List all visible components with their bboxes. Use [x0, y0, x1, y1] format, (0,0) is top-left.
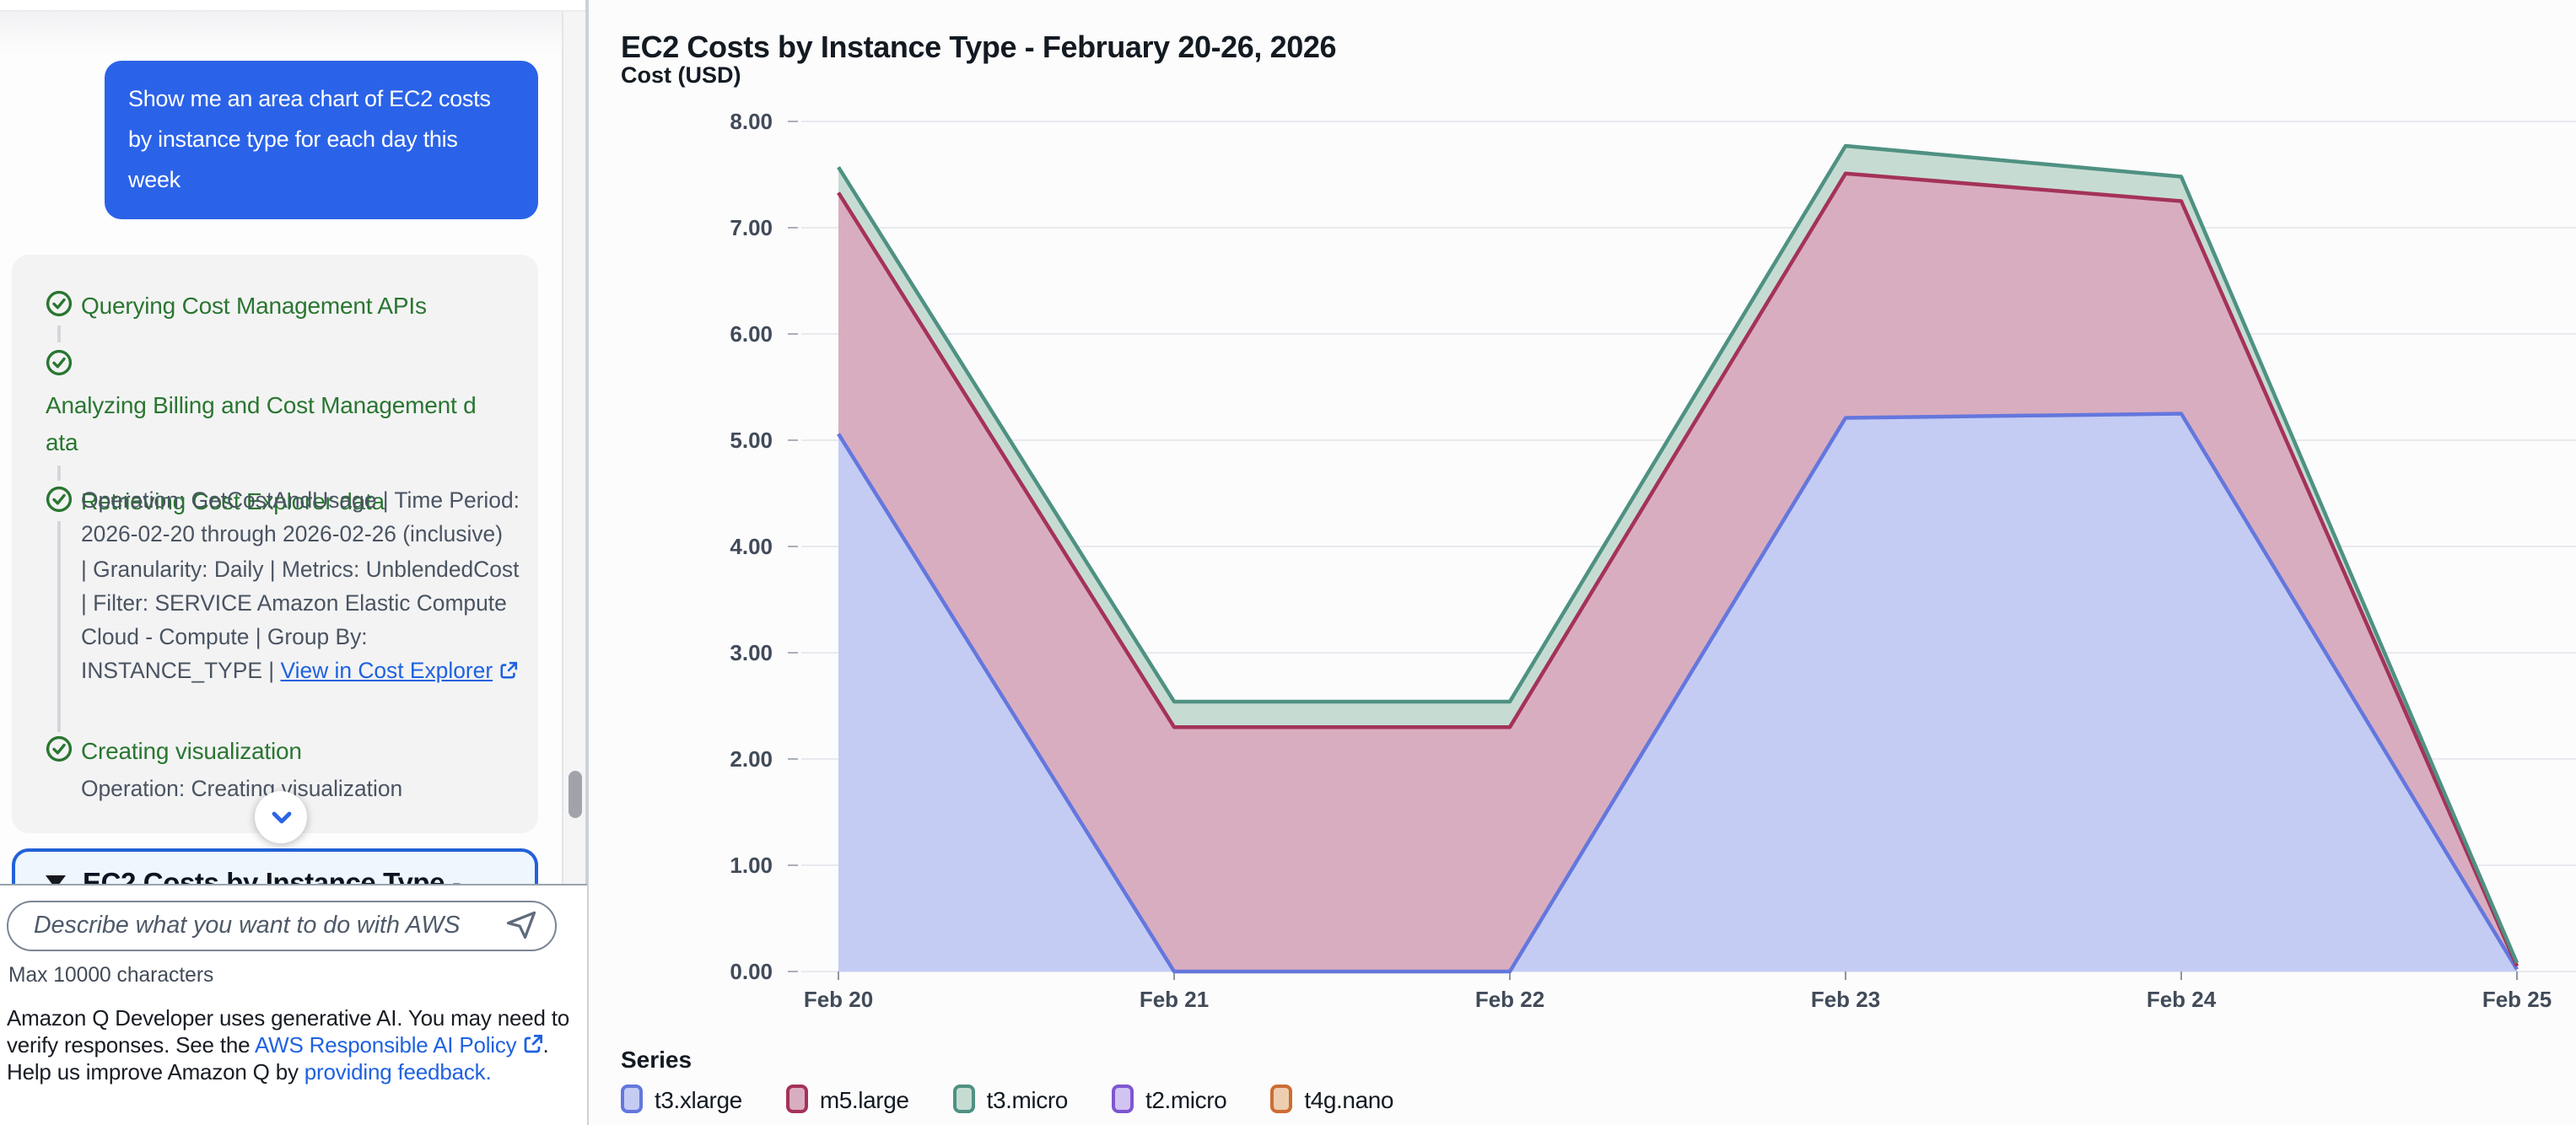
step-detail: Operation: Creating visualization — [81, 776, 403, 801]
prompt-box — [7, 901, 557, 951]
chart-panel: EC2 Costs by Instance Type - February 20… — [589, 0, 2576, 1125]
legend-title: Series — [621, 1046, 693, 1073]
providing-feedback-link[interactable]: providing feedback. — [304, 1059, 492, 1085]
series-line-t3.micro — [837, 143, 2519, 964]
check-circle-icon — [46, 735, 73, 762]
sidebar-top-bar — [0, 0, 585, 12]
y-tick-label: 3.00 — [730, 640, 773, 665]
check-circle-icon — [46, 349, 73, 376]
agent-status-card: Querying Cost Management APIs Analyzing … — [12, 255, 538, 833]
legend-items: t3.xlarge m5.large t3.micro t2.micro t4g.nan… — [621, 1085, 1394, 1113]
caret-down-icon — [46, 875, 66, 884]
legend-item-m5.large[interactable]: m5.large — [785, 1085, 909, 1113]
legal-text: Amazon Q Developer uses generative AI. Y… — [7, 1005, 570, 1085]
result-panel-header[interactable]: EC2 Costs by Instance Type - — [12, 848, 538, 884]
external-link-icon — [524, 1035, 542, 1053]
step-detail: Operation: GetCostAndUsage | Time Period… — [81, 487, 520, 684]
legend-item-t3.micro[interactable]: t3.micro — [952, 1085, 1069, 1113]
legend-label: m5.large — [819, 1085, 909, 1112]
legend-swatch — [1111, 1085, 1134, 1113]
step-connector — [57, 326, 61, 342]
y-tick-label: 6.00 — [730, 321, 773, 347]
user-message-bubble: Show me an area chart of EC2 costs by in… — [105, 61, 538, 219]
scroll-to-bottom-button[interactable] — [255, 791, 307, 843]
step-connector — [57, 466, 61, 481]
panel-divider — [585, 0, 589, 1125]
step-label: Querying Cost Management APIs — [81, 292, 427, 319]
external-link-icon — [499, 662, 517, 680]
y-tick-label: 8.00 — [730, 109, 773, 134]
q-chat-sidebar: Show me an area chart of EC2 costs by in… — [0, 0, 587, 1125]
check-circle-icon — [46, 290, 73, 317]
y-tick-label: 5.00 — [730, 428, 773, 453]
chat-history: Show me an area chart of EC2 costs by in… — [0, 12, 585, 884]
responsible-ai-policy-link[interactable]: AWS Responsible AI Policy — [254, 1032, 517, 1058]
legend-swatch — [621, 1085, 643, 1113]
series-line-m5.large — [837, 171, 2519, 967]
sidebar-scrollbar-thumb[interactable] — [569, 771, 581, 818]
step-connector — [57, 521, 61, 732]
step-label: Retrieving Cost Explorer data — [81, 487, 385, 514]
area-band-t3.xlarge — [838, 413, 2517, 972]
legend-label: t4g.nano — [1304, 1085, 1394, 1112]
char-limit-hint: Max 10000 characters — [8, 963, 214, 987]
legend-item-t3.xlarge[interactable]: t3.xlarge — [621, 1085, 742, 1113]
legend-item-t4g.nano[interactable]: t4g.nano — [1270, 1085, 1394, 1113]
x-tick-label: Feb 23 — [1811, 987, 1880, 1012]
y-tick-label: 2.00 — [730, 746, 773, 772]
x-tick-label: Feb 21 — [1140, 987, 1209, 1012]
y-tick-label: 4.00 — [730, 534, 773, 559]
legend-swatch — [1270, 1085, 1293, 1113]
send-icon — [506, 911, 536, 939]
legend-label: t3.micro — [986, 1085, 1069, 1112]
legend-item-t2.micro[interactable]: t2.micro — [1111, 1085, 1227, 1113]
area-band-m5.large — [838, 173, 2517, 972]
y-tick-label: 1.00 — [730, 853, 773, 878]
user-message-text: Show me an area chart of EC2 costs by in… — [128, 86, 491, 192]
x-tick-label: Feb 20 — [804, 987, 873, 1012]
y-tick-label: 0.00 — [730, 959, 773, 984]
legend-label: t3.xlarge — [655, 1085, 742, 1112]
prompt-input[interactable] — [34, 912, 501, 939]
y-axis-title: Cost (USD) — [621, 62, 741, 88]
x-tick-label: Feb 22 — [1475, 987, 1544, 1012]
view-in-cost-explorer-link[interactable]: View in Cost Explorer — [280, 658, 493, 684]
result-panel-title: EC2 Costs by Instance Type - — [83, 869, 461, 884]
legend-swatch — [952, 1085, 975, 1113]
step-label: Creating visualization — [81, 737, 302, 764]
y-tick-label: 7.00 — [730, 215, 773, 240]
check-circle-icon — [46, 486, 73, 513]
sidebar-scrollbar-track[interactable] — [562, 12, 585, 884]
series-line-t3.xlarge — [837, 412, 2519, 974]
legend-label: t2.micro — [1145, 1085, 1227, 1112]
stacked-area-chart: 0.00 1.00 2.00 3.00 4.00 5.00 6.00 7.00 8.00 Feb … — [730, 109, 2576, 1012]
x-tick-label: Feb 25 — [2482, 987, 2552, 1012]
composer-panel: Max 10000 characters Amazon Q Developer … — [0, 884, 587, 1125]
x-tick-label: Feb 24 — [2147, 987, 2217, 1012]
legend-swatch — [785, 1085, 808, 1113]
send-button[interactable] — [501, 907, 542, 945]
chart-title: EC2 Costs by Instance Type - February 20… — [621, 30, 1337, 65]
chevron-down-icon — [271, 810, 291, 823]
chart-legend: Series t3.xlarge m5.large t3.micro t2.micro… — [621, 1046, 1394, 1113]
